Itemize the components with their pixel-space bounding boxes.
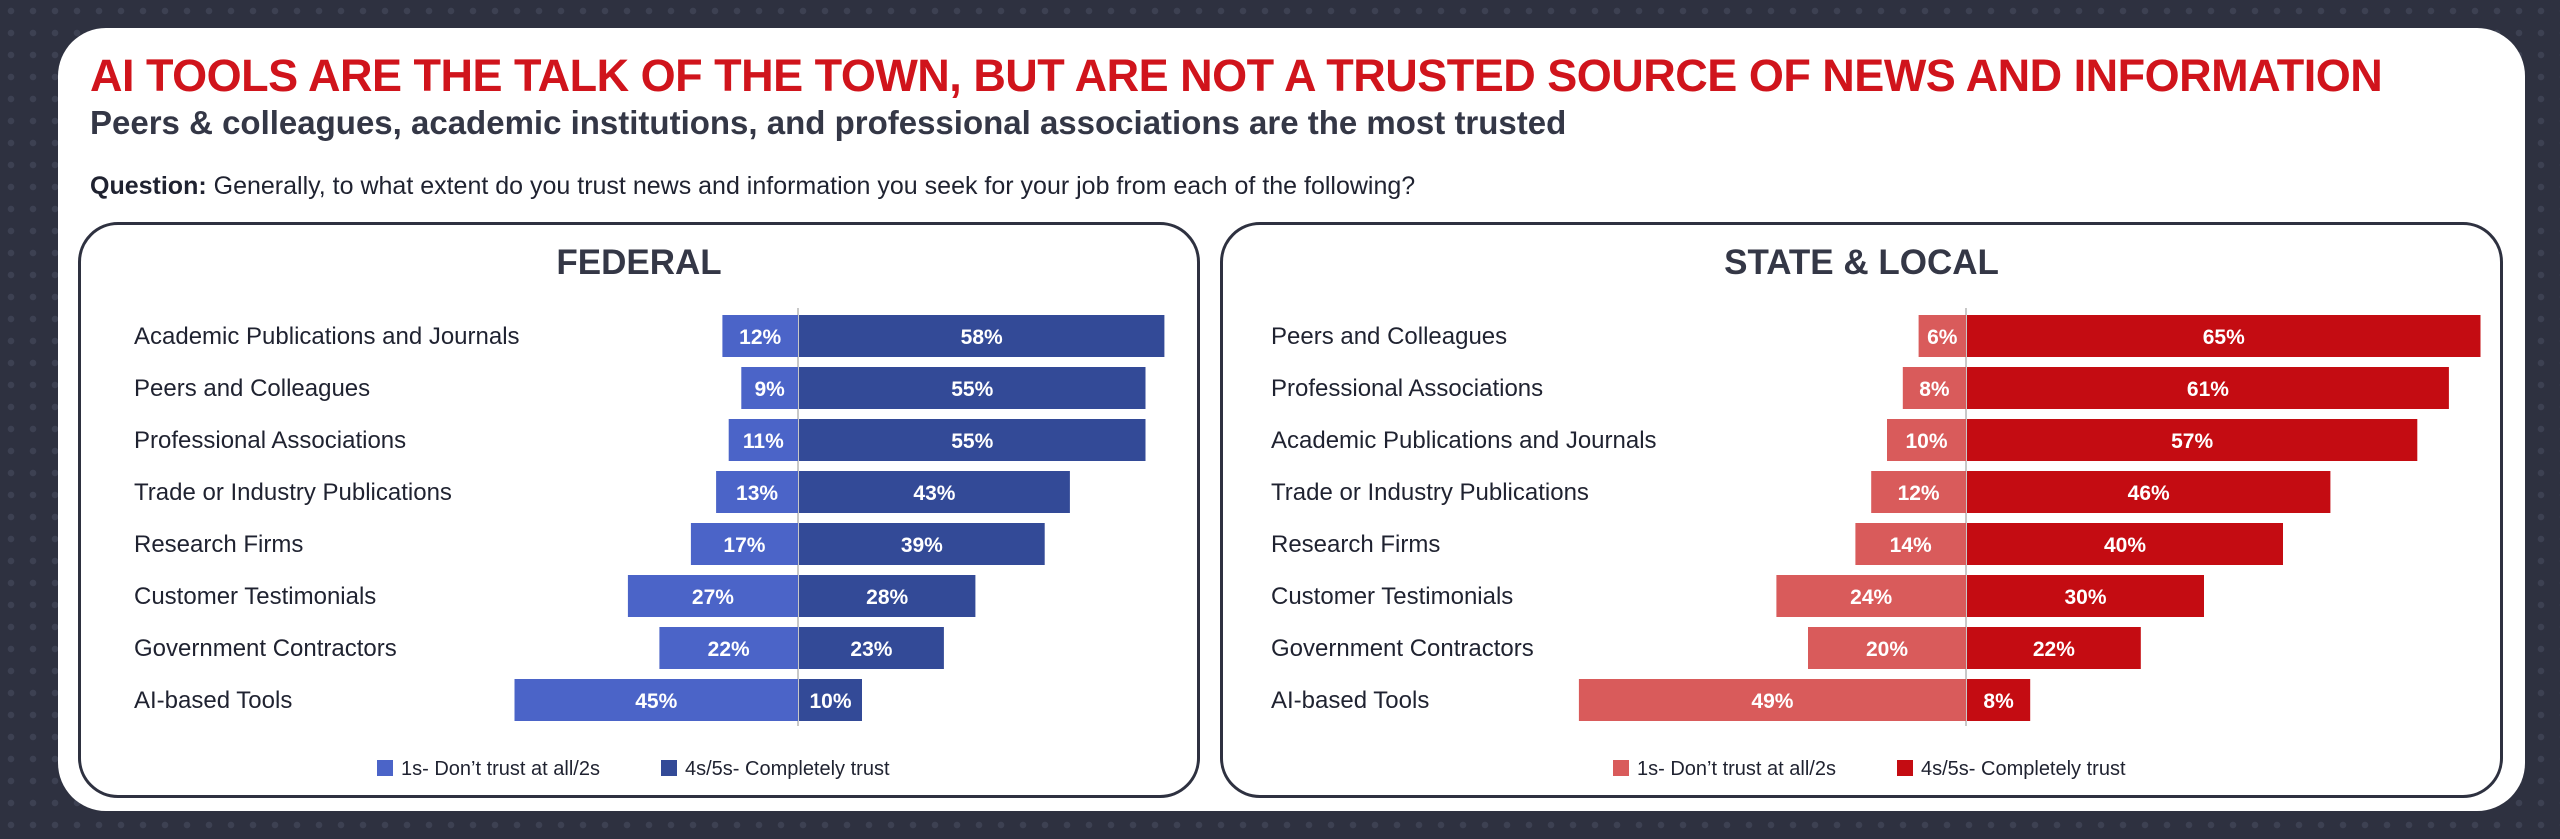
state-local-bar-distrust [1918,315,1966,357]
federal-data-label-distrust: 13% [736,482,778,505]
state-local-data-label-distrust: 12% [1898,482,1940,505]
state-local-data-label-distrust: 24% [1850,586,1892,609]
state-local-bar-trust [1967,419,2418,461]
state-local-bar-trust [1967,575,2204,617]
federal-bar-distrust [722,315,798,357]
state-local-legend-swatch-trust [1897,760,1913,776]
state-local-legend-label-distrust: 1s- Don’t trust at all/2s [1637,758,1836,780]
state-local-chart: Peers and Colleagues 6% 65% Professional As… [1271,308,2481,780]
federal-bar-trust [799,419,1146,461]
state-local-data-label-trust: 22% [2033,638,2075,661]
federal-data-label-trust: 28% [866,586,908,609]
state-local-legend-label-trust: 4s/5s- Completely trust [1921,758,2126,780]
state-local-bar-distrust [1776,575,1966,617]
state-local-bar-distrust [1902,367,1966,409]
federal-data-label-distrust: 9% [754,378,785,401]
federal-bar-distrust [728,419,798,461]
federal-bar-distrust [659,627,798,669]
federal-data-label-distrust: 27% [692,586,734,609]
federal-category-label: Professional Associations [134,427,406,454]
federal-data-label-trust: 55% [951,378,993,401]
federal-category-label: Trade or Industry Publications [134,479,452,506]
federal-legend-swatch-trust [661,760,677,776]
state-local-data-label-distrust: 20% [1866,638,1908,661]
federal-category-label: AI-based Tools [134,687,292,714]
state-local-category-label: Research Firms [1271,531,1440,558]
state-local-data-label-trust: 61% [2187,378,2229,401]
state-local-bar-distrust [1855,523,1966,565]
state-local-bar-distrust [1578,679,1966,721]
state-local-bar-distrust [1808,627,1966,669]
federal-legend-label-distrust: 1s- Don’t trust at all/2s [401,758,600,780]
state-local-data-label-trust: 30% [2064,586,2106,609]
federal-bar-trust [799,367,1146,409]
federal-data-label-distrust: 45% [635,690,677,713]
state-local-category-label: Peers and Colleagues [1271,323,1507,350]
state-local-bar-trust [1967,315,2481,357]
federal-chart-title: FEDERAL [556,243,722,282]
federal-chart-panel: FEDERAL Academic Publications and Journa… [78,222,1200,798]
survey-question: Question: Generally, to what extent do y… [90,172,2390,201]
federal-bar-trust [799,679,862,721]
state-local-category-label: Customer Testimonials [1271,583,1513,610]
federal-chart: Academic Publications and Journals 12% 58%… [134,308,1165,780]
state-local-data-label-trust: 8% [1983,690,2014,713]
federal-data-label-distrust: 11% [743,430,784,453]
state-local-category-label: Trade or Industry Publications [1271,479,1589,506]
state-local-bar-trust [1967,523,2283,565]
state-local-category-label: Government Contractors [1271,635,1534,662]
state-local-data-label-distrust: 49% [1751,690,1793,713]
federal-bar-trust [799,523,1045,565]
state-local-data-label-distrust: 6% [1927,326,1958,349]
state-local-bar-trust [1967,367,2449,409]
federal-data-label-trust: 10% [809,690,851,713]
state-local-data-label-trust: 40% [2104,534,2146,557]
federal-bar-distrust [627,575,798,617]
question-label: Question: [90,172,207,200]
federal-data-label-trust: 58% [961,326,1003,349]
federal-data-label-trust: 55% [951,430,993,453]
state-local-data-label-trust: 65% [2203,326,2245,349]
state-local-chart-panel: STATE & LOCAL Peers and Colleagues 6% 65% P… [1220,222,2503,798]
federal-bar-trust [799,471,1070,513]
federal-data-label-distrust: 12% [739,326,781,349]
federal-bar-trust [799,575,976,617]
state-local-chart-title: STATE & LOCAL [1724,243,1999,282]
state-local-bar-distrust [1887,419,1966,461]
federal-data-label-trust: 43% [913,482,955,505]
federal-category-label: Peers and Colleagues [134,375,370,402]
federal-data-label-distrust: 17% [723,534,765,557]
federal-legend-swatch-distrust [377,760,393,776]
federal-bar-distrust [716,471,798,513]
federal-category-label: Government Contractors [134,635,397,662]
page-title: AI TOOLS ARE THE TALK OF THE TOWN, BUT A… [90,50,2383,101]
federal-bar-trust [799,627,944,669]
page-subtitle: Peers & colleagues, academic institution… [90,104,1567,141]
state-local-data-label-distrust: 10% [1905,430,1947,453]
federal-legend-label-trust: 4s/5s- Completely trust [685,758,890,780]
state-local-data-label-trust: 57% [2171,430,2213,453]
federal-data-label-trust: 23% [850,638,892,661]
state-local-bar-trust [1967,471,2331,513]
federal-category-label: Customer Testimonials [134,583,376,610]
federal-data-label-distrust: 22% [708,638,750,661]
state-local-category-label: Academic Publications and Journals [1271,427,1657,454]
question-text: Generally, to what extent do you trust n… [213,172,1416,200]
federal-bar-trust [799,315,1165,357]
state-local-data-label-distrust: 14% [1890,534,1932,557]
federal-category-label: Academic Publications and Journals [134,323,520,350]
state-local-data-label-distrust: 8% [1919,378,1950,401]
federal-data-label-trust: 39% [901,534,943,557]
federal-bar-distrust [741,367,798,409]
state-local-bar-trust [1967,679,2031,721]
state-local-category-label: AI-based Tools [1271,687,1429,714]
state-local-bar-distrust [1871,471,1966,513]
state-local-data-label-trust: 46% [2128,482,2170,505]
state-local-category-label: Professional Associations [1271,375,1543,402]
federal-bar-distrust [690,523,798,565]
federal-category-label: Research Firms [134,531,303,558]
state-local-legend-swatch-distrust [1613,760,1629,776]
state-local-bar-trust [1967,627,2141,669]
federal-bar-distrust [514,679,798,721]
